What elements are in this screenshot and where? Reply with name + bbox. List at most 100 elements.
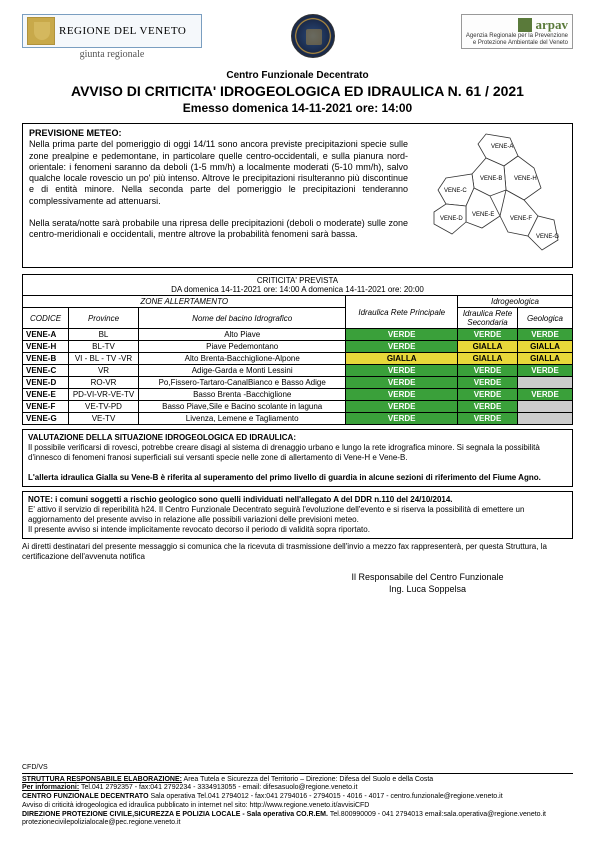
cell-prov: BL <box>69 329 139 341</box>
veneto-map: VENE-A VENE-B VENE-C VENE-D VENE-E VENE-… <box>416 128 566 263</box>
cell-code: VENE-H <box>23 341 69 353</box>
logo-regione: REGIONE DEL VENETO <box>22 14 202 48</box>
table-row: VENE-FVE-TV-PDBasso Piave,Sile e Bacino … <box>23 401 573 413</box>
cell-bacino: Piave Pedemontano <box>139 341 346 353</box>
cell-idr-sec: VERDE <box>458 413 518 425</box>
footer-l1b: Area Tutela e Sicurezza del Territorio –… <box>182 776 433 783</box>
cell-geo: GIALLA <box>518 341 573 353</box>
note-box: NOTE: i comuni soggetti a rischio geolog… <box>22 491 573 539</box>
footer-l1a: STRUTTURA RESPONSABILE ELABORAZIONE: <box>22 776 182 783</box>
document-titles: Centro Funzionale Decentrato AVVISO DI C… <box>22 70 573 115</box>
previsione-text: PREVISIONE METEO: Nella prima parte del … <box>29 128 408 263</box>
cell-code: VENE-B <box>23 353 69 365</box>
cell-code: VENE-A <box>23 329 69 341</box>
cell-geo <box>518 377 573 389</box>
cell-geo: VERDE <box>518 329 573 341</box>
col-bacino: Nome del bacino Idrografico <box>139 308 346 329</box>
logo-arpav-block: arpav Agenzia Regionale per la Prevenzio… <box>423 14 573 49</box>
page-footer: CFD/VS STRUTTURA RESPONSABILE ELABORAZIO… <box>22 764 573 828</box>
cell-idr-sec: VERDE <box>458 329 518 341</box>
cell-idr-princ: VERDE <box>346 329 458 341</box>
cell-idr-sec: VERDE <box>458 389 518 401</box>
regione-name: REGIONE DEL VENETO <box>59 25 186 37</box>
cell-geo: VERDE <box>518 389 573 401</box>
previsione-p1: Nella prima parte del pomeriggio di oggi… <box>29 139 408 205</box>
valutazione-p2: L'allerta idraulica Gialla su Vene-B è r… <box>28 473 541 482</box>
cell-idr-sec: VERDE <box>458 365 518 377</box>
cell-prov: VE-TV-PD <box>69 401 139 413</box>
footer-l5a: DIREZIONE PROTEZIONE CIVILE,SICUREZZA E … <box>22 811 330 818</box>
map-label-vene-d: VENE-D <box>440 216 463 222</box>
arpav-square-icon <box>518 18 532 32</box>
veneto-map-svg: VENE-A VENE-B VENE-C VENE-D VENE-E VENE-… <box>416 128 566 263</box>
table-row: VENE-DRO-VRPo,Fissero-Tartaro-CanalBianc… <box>23 377 573 389</box>
map-label-vene-c: VENE-C <box>444 188 467 194</box>
cell-idr-sec: VERDE <box>458 401 518 413</box>
footer-cfd: CFD/VS <box>22 764 573 773</box>
cell-idr-princ: VERDE <box>346 377 458 389</box>
criticita-title: CRITICITA' PREVISTA DA domenica 14-11-20… <box>23 275 573 296</box>
map-label-vene-b: VENE-B <box>480 176 502 182</box>
footer-l3b: Sala operativa Tel.041 2794012 - fax:041… <box>150 793 502 800</box>
cell-idr-princ: VERDE <box>346 401 458 413</box>
table-row: VENE-HBL-TVPiave PedemontanoVERDEGIALLAG… <box>23 341 573 353</box>
logo-regione-block: REGIONE DEL VENETO giunta regionale <box>22 14 202 60</box>
cell-bacino: Livenza, Lemene e Tagliamento <box>139 413 346 425</box>
idrogeo-header: Idrogeologica <box>458 296 573 308</box>
signature-block: Il Responsabile del Centro Funzionale In… <box>282 572 573 595</box>
table-row: VENE-GVE-TVLivenza, Lemene e Tagliamento… <box>23 413 573 425</box>
cell-idr-sec: GIALLA <box>458 353 518 365</box>
cell-idr-princ: VERDE <box>346 413 458 425</box>
map-label-vene-h: VENE-H <box>514 176 537 182</box>
regione-crest-icon <box>27 17 55 45</box>
signature-l2: Ing. Luca Soppelsa <box>282 584 573 596</box>
table-row: VENE-ABLAlto PiaveVERDEVERDEVERDE <box>23 329 573 341</box>
arpav-label: arpav <box>536 17 569 33</box>
note-heading: NOTE: i comuni soggetti a rischio geolog… <box>28 495 453 504</box>
col-codice: CODICE <box>23 308 69 329</box>
page-header: REGIONE DEL VENETO giunta regionale arpa… <box>22 14 573 66</box>
map-label-vene-g: VENE-G <box>536 234 559 240</box>
valutazione-box: VALUTAZIONE DELLA SITUAZIONE IDROGEOLOGI… <box>22 429 573 487</box>
criticita-table: CRITICITA' PREVISTA DA domenica 14-11-20… <box>22 274 573 425</box>
col-province: Province <box>69 308 139 329</box>
cell-bacino: Basso Piave,Sile e Bacino scolante in la… <box>139 401 346 413</box>
cell-idr-sec: GIALLA <box>458 341 518 353</box>
arpav-subtitle: Agenzia Regionale per la Prevenzione e P… <box>466 33 568 46</box>
protezione-civile-seal-icon <box>291 14 335 58</box>
valutazione-p1: Il possibile verificarsi di rovesci, pot… <box>28 443 540 462</box>
cell-prov: BL-TV <box>69 341 139 353</box>
title-emesso: Emesso domenica 14-11-2021 ore: 14:00 <box>22 101 573 115</box>
giunta-label: giunta regionale <box>22 49 202 60</box>
footer-l4: Avviso di criticità idrogeologica ed idr… <box>22 802 573 811</box>
note-p2: Il presente avviso si intende implicitam… <box>28 525 370 534</box>
cell-prov: VR <box>69 365 139 377</box>
note-p1: E' attivo il servizio di reperibilità h2… <box>28 505 524 524</box>
cell-prov: VE-TV <box>69 413 139 425</box>
cell-bacino: Alto Piave <box>139 329 346 341</box>
cell-code: VENE-C <box>23 365 69 377</box>
cell-code: VENE-F <box>23 401 69 413</box>
previsione-p2: Nella serata/notte sarà probabile una ri… <box>29 218 408 239</box>
cell-geo <box>518 413 573 425</box>
cell-bacino: Basso Brenta -Bacchiglione <box>139 389 346 401</box>
cell-idr-princ: VERDE <box>346 365 458 377</box>
cell-prov: VI - BL - TV -VR <box>69 353 139 365</box>
zone-header: ZONE ALLERTAMENTO <box>23 296 346 308</box>
cell-idr-sec: VERDE <box>458 377 518 389</box>
col-geo: Geologica <box>518 308 573 329</box>
table-row: VENE-BVI - BL - TV -VRAlto Brenta-Bacchi… <box>23 353 573 365</box>
valutazione-heading: VALUTAZIONE DELLA SITUAZIONE IDROGEOLOGI… <box>28 433 296 442</box>
footer-l2b: Tel.041 2792357 - fax:041 2792234 - 3334… <box>79 784 357 791</box>
cell-prov: RO-VR <box>69 377 139 389</box>
cell-code: VENE-E <box>23 389 69 401</box>
title-avviso: AVVISO DI CRITICITA' IDROGEOLOGICA ED ID… <box>22 83 573 99</box>
cell-code: VENE-D <box>23 377 69 389</box>
map-label-vene-a: VENE-A <box>491 144 513 150</box>
arpav-box: arpav Agenzia Regionale per la Prevenzio… <box>461 14 573 49</box>
signature-l1: Il Responsabile del Centro Funzionale <box>282 572 573 584</box>
criticita-title-text: CRITICITA' PREVISTA <box>257 276 338 285</box>
previsione-heading: PREVISIONE METEO: <box>29 128 122 138</box>
cell-bacino: Adige-Garda e Monti Lessini <box>139 365 346 377</box>
col-idr-sec: Idraulica Rete Secondaria <box>458 308 518 329</box>
